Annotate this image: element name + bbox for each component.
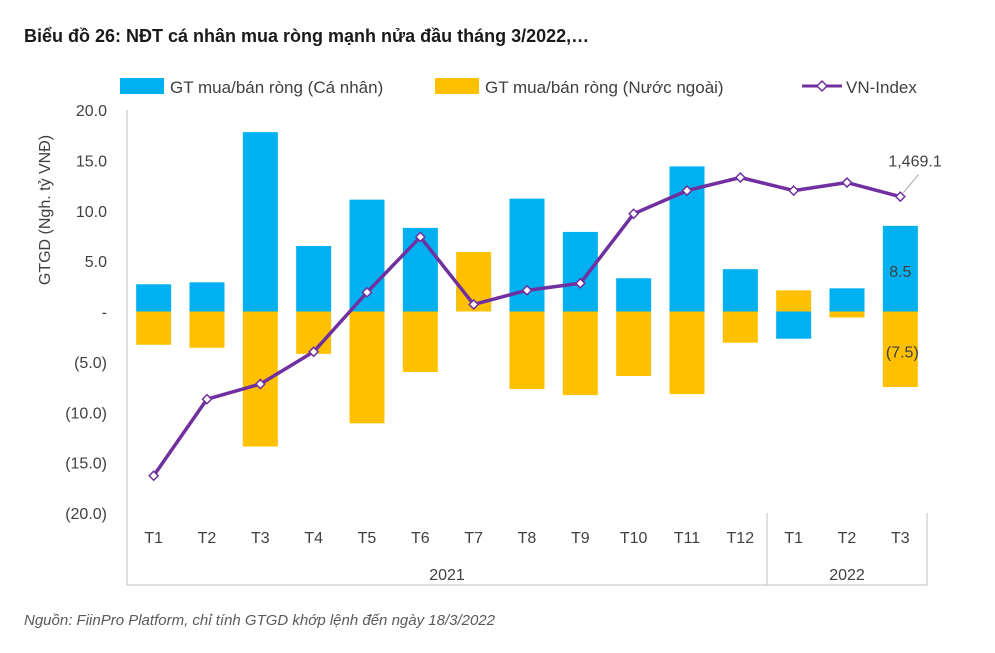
source-note: Nguồn: FiinPro Platform, chỉ tính GTGD k… [24, 612, 495, 629]
vnindex-point [148, 470, 160, 482]
y-tick-label: (15.0) [65, 456, 107, 473]
bar-individual [189, 282, 225, 312]
vnindex-point [361, 286, 373, 298]
y-tick-label: 5.0 [85, 254, 107, 271]
y-tick-label: 10.0 [76, 204, 107, 221]
x-tick-label: T4 [304, 530, 323, 547]
x-tick-label: T5 [358, 530, 377, 547]
individual-data-label: 8.5 [889, 264, 911, 281]
bar-individual [882, 225, 918, 312]
vnindex-point [894, 191, 906, 203]
bar-individual [136, 284, 172, 312]
y-axis-label: GTGD (Ngh. tỷ VNĐ) [37, 135, 54, 285]
legend-swatch-foreign [435, 78, 479, 94]
legend-swatch-individual [120, 78, 164, 94]
legend-label-individual: GT mua/bán ròng (Cá nhân) [170, 78, 383, 97]
y-tick-label: (10.0) [65, 405, 107, 422]
x-tick-label: T2 [198, 530, 217, 547]
x-tick-label: T9 [571, 530, 590, 547]
x-tick-label: T7 [464, 530, 483, 547]
legend-marker-vnindex [815, 79, 829, 93]
vnindex-point [574, 277, 586, 289]
x-tick-label: T1 [144, 530, 163, 547]
bar-individual [242, 132, 278, 312]
bar-foreign [829, 311, 865, 318]
vnindex-point [788, 185, 800, 197]
bar-foreign [669, 311, 705, 395]
x-tick-label: T3 [891, 530, 910, 547]
vnindex-point [414, 231, 426, 243]
x-tick-label: T1 [784, 530, 803, 547]
bar-individual [776, 311, 812, 339]
foreign-data-label: (7.5) [886, 345, 919, 362]
x-tick-label: T10 [620, 530, 648, 547]
vnindex-point [201, 393, 213, 405]
x-tick-label: T12 [727, 530, 755, 547]
bar-foreign [349, 311, 385, 424]
x-tick-label: T3 [251, 530, 270, 547]
y-tick-label: 20.0 [76, 103, 107, 120]
bar-foreign [562, 311, 598, 396]
bar-foreign [189, 311, 225, 348]
bar-foreign [616, 311, 652, 376]
x-group-label: 2021 [429, 567, 465, 584]
bar-individual [616, 278, 652, 312]
bar-individual [829, 288, 865, 312]
vnindex-point [254, 378, 266, 390]
bar-foreign [402, 311, 438, 372]
vnindex-callout-leader [902, 174, 919, 193]
bar-individual [562, 231, 598, 312]
bar-foreign [882, 311, 918, 388]
y-tick-label: 15.0 [76, 153, 107, 170]
vnindex-point [628, 208, 640, 220]
vnindex-point [521, 284, 533, 296]
legend-label-vnindex: VN-Index [846, 78, 917, 97]
vnindex-point [841, 176, 853, 189]
x-group-label: 2022 [829, 567, 865, 584]
bar-foreign [509, 311, 545, 390]
x-tick-label: T2 [838, 530, 857, 547]
legend-label-foreign: GT mua/bán ròng (Nước ngoài) [485, 78, 724, 97]
x-tick-label: T6 [411, 530, 430, 547]
bar-foreign [776, 290, 812, 312]
vnindex-point [468, 298, 480, 311]
vnindex-point [734, 171, 746, 184]
bar-individual [296, 246, 332, 312]
legend: GT mua/bán ròng (Cá nhân) GT mua/bán ròn… [120, 78, 917, 97]
bar-foreign [136, 311, 172, 345]
y-tick-label: - [102, 305, 107, 322]
vnindex-data-label: 1,469.1 [888, 154, 941, 171]
x-tick-label: T11 [674, 530, 700, 547]
bar-individual [722, 269, 758, 312]
bar-foreign [722, 311, 758, 343]
x-tick-label: T8 [518, 530, 537, 547]
vnindex-point [308, 346, 320, 358]
chart-title: Biểu đồ 26: NĐT cá nhân mua ròng mạnh nử… [24, 26, 590, 46]
vnindex-point [681, 185, 693, 197]
y-tick-label: (20.0) [65, 506, 107, 523]
y-tick-label: (5.0) [74, 355, 107, 372]
